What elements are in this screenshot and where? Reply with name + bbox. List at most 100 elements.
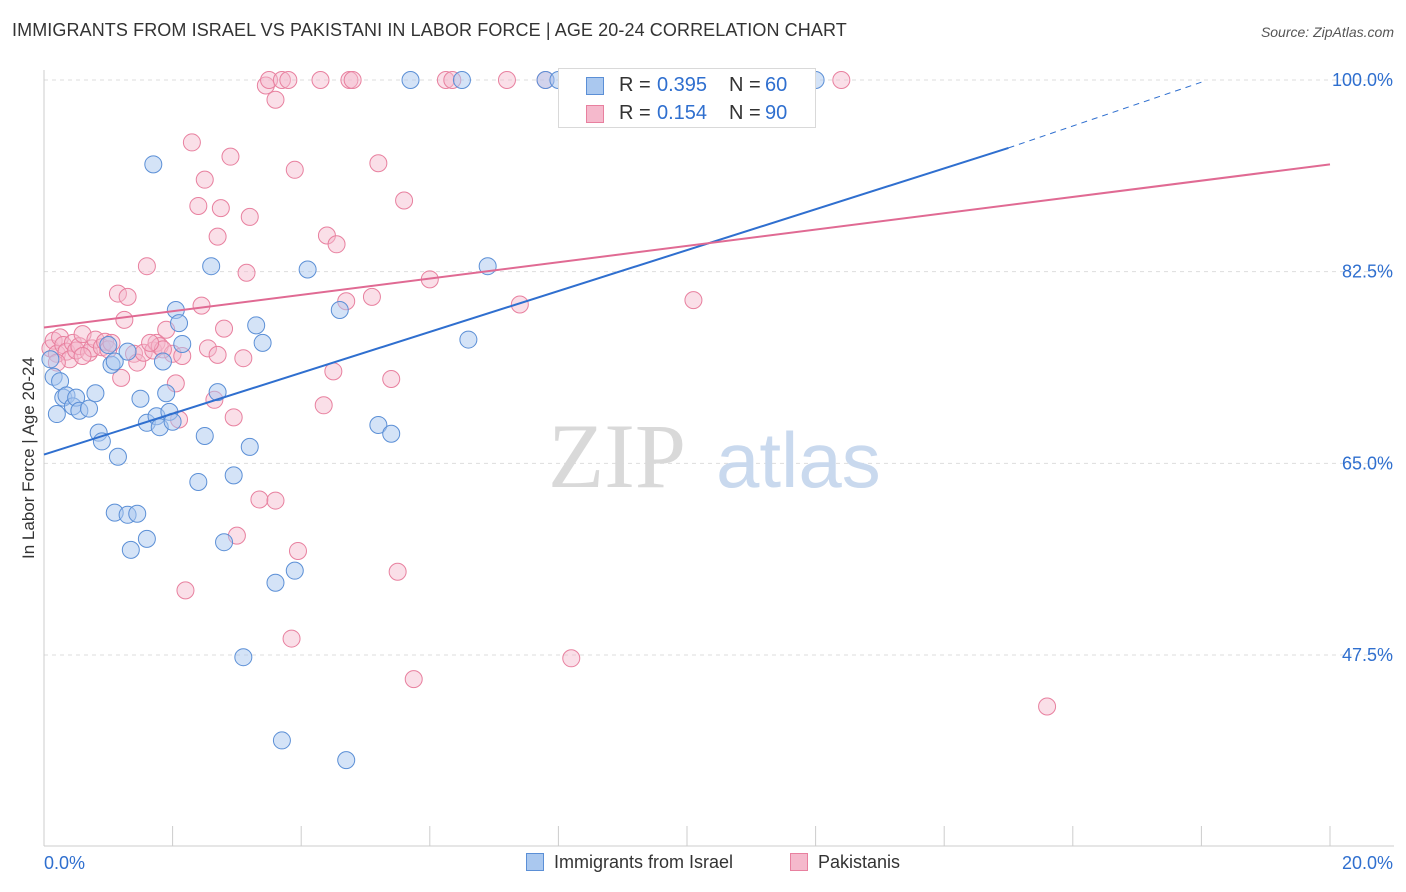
- israel-swatch: [586, 77, 604, 95]
- israel-point: [99, 336, 118, 355]
- israel-point: [41, 350, 60, 369]
- israel-point: [234, 648, 253, 667]
- pakistani-point: [382, 370, 401, 388]
- israel-point: [47, 405, 66, 424]
- pakistani-point: [189, 196, 208, 215]
- israel-point: [173, 334, 192, 353]
- pakistani-point: [240, 207, 259, 226]
- israel-point: [144, 155, 163, 174]
- israel-point: [131, 389, 150, 408]
- pakistani-point: [195, 170, 214, 189]
- x-tick-label: 20.0%: [1342, 853, 1393, 873]
- pakistani-point: [282, 629, 301, 648]
- n-label: N =: [729, 102, 761, 124]
- israel-point: [105, 352, 124, 371]
- israel-point: [401, 71, 420, 89]
- watermark-atlas: atlas: [716, 416, 881, 504]
- pakistani-point: [215, 319, 234, 338]
- pakistani-point: [176, 581, 195, 600]
- pakistani-point: [221, 147, 240, 166]
- israel-point: [285, 561, 304, 580]
- tick-labels: 47.5% 65.0% 82.5% 100.0% 0.0% 20.0%: [44, 70, 1393, 873]
- pakistani-legend-label: Pakistanis: [818, 852, 901, 872]
- r-label: R =: [619, 102, 651, 124]
- pakistani-point: [497, 71, 516, 89]
- pakistani-point: [256, 76, 275, 95]
- pakistani-point: [343, 71, 362, 89]
- israel-point: [240, 437, 259, 456]
- pakistani-point: [562, 649, 581, 668]
- israel-trend-line: [43, 146, 1009, 456]
- y-axis-label: In Labor Force | Age 20-24: [19, 357, 38, 559]
- israel-point: [118, 342, 137, 361]
- israel-point: [108, 447, 127, 466]
- israel-legend-label: Immigrants from Israel: [554, 852, 734, 872]
- pakistani-r-value: 0.154: [657, 102, 708, 124]
- israel-n-value: 60: [765, 74, 788, 96]
- israel-point: [459, 330, 478, 349]
- pakistani-point: [234, 349, 253, 368]
- israel-point: [224, 466, 243, 485]
- israel-point: [253, 333, 272, 352]
- israel-point: [170, 314, 189, 333]
- x-tick-label: 0.0%: [44, 853, 85, 873]
- pakistani-point: [141, 333, 160, 352]
- pakistani-point: [208, 345, 227, 364]
- israel-point: [189, 472, 208, 491]
- israel-point: [215, 533, 234, 552]
- pakistani-point: [288, 541, 307, 560]
- israel-point: [266, 573, 285, 592]
- pakistani-point: [388, 562, 407, 581]
- pakistani-point: [1038, 697, 1057, 716]
- israel-point: [153, 352, 172, 371]
- israel-point: [195, 426, 214, 445]
- israel-point: [202, 257, 221, 276]
- pakistani-point: [208, 227, 227, 246]
- pakistani-point: [369, 154, 388, 173]
- israel-point: [272, 731, 291, 750]
- trend-lines: [43, 81, 1331, 456]
- pakistani-point: [362, 287, 381, 306]
- pakistani-point: [137, 257, 156, 276]
- y-tick-label: 82.5%: [1342, 262, 1393, 282]
- israel-point: [452, 71, 471, 89]
- israel-point: [128, 504, 147, 523]
- pakistani-point: [279, 71, 298, 89]
- pakistani-point: [285, 160, 304, 179]
- israel-point: [330, 301, 349, 319]
- israel-point: [137, 529, 156, 548]
- pakistani-point: [510, 295, 529, 314]
- israel-point: [80, 399, 99, 418]
- israel-legend-swatch: [526, 853, 544, 871]
- watermark: ZIP atlas: [548, 405, 881, 507]
- israel-trend-extension: [1008, 81, 1202, 149]
- israel-point: [247, 316, 266, 335]
- pakistani-point: [182, 133, 201, 152]
- israel-point: [86, 384, 105, 403]
- pakistani-point: [327, 235, 346, 254]
- pakistani-point: [250, 490, 269, 509]
- israel-points: [41, 71, 825, 770]
- y-tick-label: 65.0%: [1342, 453, 1393, 473]
- pakistani-point: [314, 396, 333, 415]
- pakistani-point: [192, 296, 211, 315]
- pakistani-point: [118, 287, 137, 306]
- israel-r-value: 0.395: [657, 74, 708, 96]
- pakistani-n-value: 90: [765, 102, 788, 124]
- israel-point: [369, 416, 388, 434]
- israel-point: [121, 540, 140, 559]
- pakistani-point: [198, 339, 217, 358]
- chart-title: IMMIGRANTS FROM ISRAEL VS PAKISTANI IN L…: [12, 20, 847, 40]
- bottom-legend-pakistani: Pakistanis: [790, 852, 900, 873]
- pakistani-point: [73, 347, 92, 365]
- pakistani-point: [224, 408, 243, 427]
- y-tick-label: 47.5%: [1342, 645, 1393, 665]
- y-tick-label: 100.0%: [1332, 70, 1393, 90]
- pakistani-point: [112, 368, 131, 387]
- pakistani-point: [684, 291, 703, 310]
- stats-legend: R = 0.395 N = 60 R = 0.154 N = 90: [558, 68, 816, 128]
- pakistani-point: [311, 71, 330, 89]
- israel-point: [337, 751, 356, 770]
- r-label: R =: [619, 74, 651, 96]
